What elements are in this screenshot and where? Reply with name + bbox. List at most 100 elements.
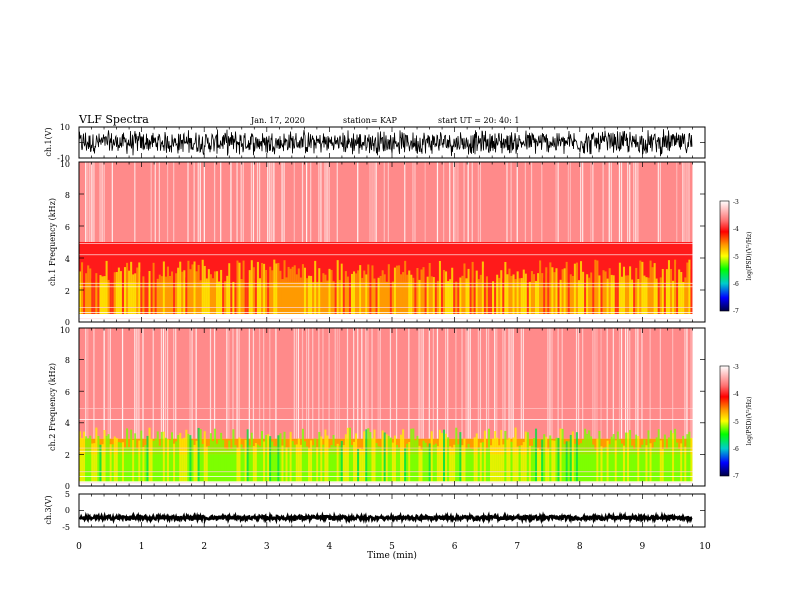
spectrogram-texture [455, 328, 457, 439]
spectrogram-texture [532, 274, 536, 314]
spectrogram-texture [371, 162, 373, 242]
spectrogram-texture [653, 441, 656, 482]
spectrogram-texture [326, 435, 329, 482]
spectrogram-texture [240, 444, 243, 482]
spectrogram-texture [657, 429, 660, 482]
spectrogram-texture [252, 446, 255, 482]
spectrogram-texture [657, 162, 659, 242]
spectrogram-texture [385, 434, 388, 482]
spectrogram-texture [686, 328, 688, 439]
spectrogram-texture [244, 260, 247, 314]
spectrogram-texture [672, 280, 675, 314]
spectrogram-texture [195, 328, 197, 439]
spectrogram-texture [189, 435, 192, 482]
ch3-ytick-5: 5 [65, 490, 70, 499]
spectrogram-texture [226, 449, 229, 482]
spectrogram-texture [89, 435, 92, 482]
spectrogram-texture [248, 445, 251, 482]
spectrogram-texture [164, 437, 167, 482]
spectrogram-texture [575, 432, 578, 482]
spectrogram-texture [246, 429, 249, 482]
spectrogram-texture [678, 269, 681, 314]
spectrogram-texture [271, 162, 273, 242]
spectrogram-texture [197, 427, 200, 482]
spectrogram-texture [406, 443, 409, 482]
spectrogram-texture [402, 272, 405, 314]
spectrogram-texture [230, 162, 232, 242]
spectrogram-texture [659, 162, 661, 242]
spectrogram-texture [328, 162, 330, 242]
spectrogram-texture [659, 440, 662, 482]
spectrogram-texture [629, 429, 632, 482]
spectrogram-texture [189, 328, 191, 439]
spectrogram-texture [303, 267, 306, 314]
spectrogram-texture [363, 431, 366, 482]
spectrogram-texture [590, 272, 593, 314]
spectrogram-texture [305, 162, 308, 242]
spectrogram-texture [584, 428, 587, 482]
ch2-spectrogram-panel: 0 2 4 6 8 10 ch.2 Frequency (kHz) [48, 326, 706, 491]
spectrogram-texture [134, 162, 136, 242]
spectrogram-texture [265, 269, 268, 314]
spectrogram-texture [475, 270, 478, 314]
spectrogram-texture [203, 431, 206, 482]
spectrogram-texture [357, 449, 360, 482]
ch1-cb-tick-m4: -4 [733, 226, 739, 233]
spectrogram-texture [103, 162, 105, 242]
spectrogram-texture [150, 162, 152, 242]
spectrogram-texture [203, 265, 206, 314]
spectrogram-texture [350, 445, 354, 482]
spectrogram-texture [434, 281, 437, 314]
spectrogram-texture [557, 437, 560, 482]
spectrogram-texture [514, 279, 517, 314]
spectrogram-texture [291, 441, 294, 482]
spectrogram-texture [273, 162, 275, 242]
ch3-ytick-m5: -5 [62, 523, 70, 532]
spectrogram-texture [584, 279, 587, 314]
spectrogram-texture [577, 328, 580, 439]
spectrogram-texture [287, 266, 290, 314]
ch1-cb-tick-m6: -6 [733, 281, 739, 288]
spectrogram-texture [651, 267, 654, 314]
spectrogram-texture [138, 440, 141, 482]
spectrogram-texture [371, 328, 373, 439]
spectrogram-texture [299, 444, 302, 482]
spectrogram-texture [569, 274, 572, 314]
spectrogram-texture [197, 162, 199, 242]
spectrogram-texture [330, 270, 333, 314]
spectrogram-texture [659, 277, 662, 314]
spectrogram-texture [641, 444, 644, 482]
spectrogram-band-2 [79, 162, 693, 242]
spectrogram-texture [445, 433, 448, 482]
spectrogram-texture [89, 268, 92, 314]
spectrogram-texture [305, 446, 309, 482]
date-label: Jan. 17, 2020 [250, 116, 305, 125]
spectrogram-texture [185, 277, 188, 314]
spectrogram-texture [524, 273, 527, 314]
spectrogram-texture [260, 431, 264, 482]
spectrogram-texture [103, 328, 105, 439]
spectrogram-texture [502, 278, 505, 314]
spectrogram-texture [518, 278, 521, 314]
spectrogram-texture [375, 271, 378, 314]
spectrogram-texture [115, 272, 118, 314]
spectrogram-texture [148, 427, 151, 482]
spectrogram-texture [643, 439, 646, 482]
spectrogram-texture [436, 446, 439, 482]
ch1-cb-tick-m7: -7 [733, 308, 739, 315]
spectrogram-texture [144, 444, 147, 482]
spectrogram-texture [496, 328, 498, 439]
spectrogram-texture [588, 277, 591, 314]
spectrogram-texture [369, 432, 372, 482]
spectrogram-texture [87, 438, 90, 482]
spectrogram-texture [530, 162, 533, 242]
spectrogram-texture [492, 281, 495, 314]
spectrogram-texture [171, 432, 174, 482]
time-tick-2: 2 [201, 542, 207, 552]
spectrogram-texture [301, 328, 304, 439]
spectrogram-texture [496, 437, 499, 482]
spectrogram-texture [635, 328, 637, 439]
spectrogram-texture [590, 162, 592, 242]
spectrogram-texture [160, 276, 163, 314]
spectrogram-texture [85, 328, 87, 439]
